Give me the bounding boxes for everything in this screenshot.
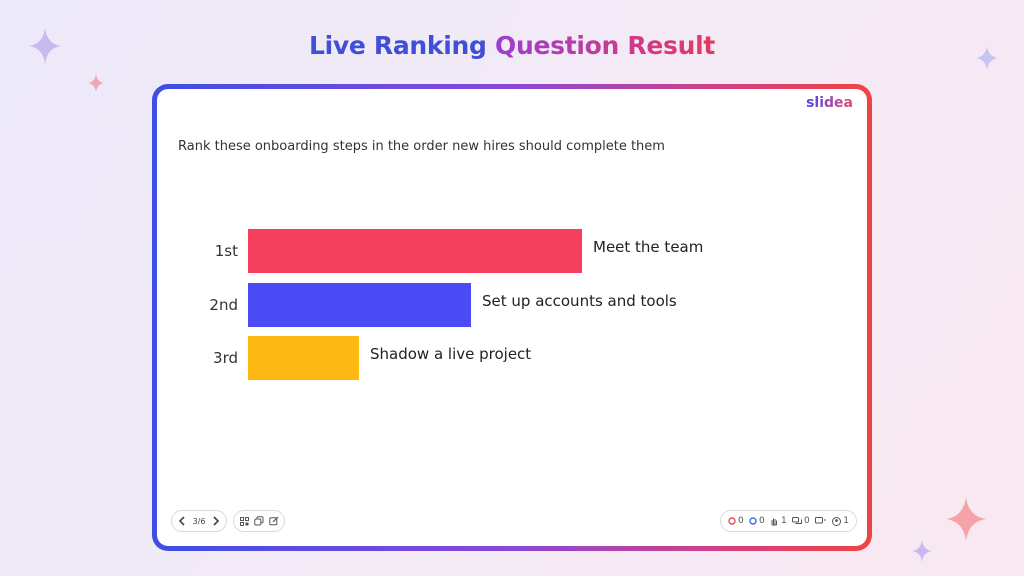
sparkle-icon xyxy=(976,46,998,70)
page-title: Live Ranking Question Result xyxy=(0,31,1024,60)
sparkle-icon xyxy=(946,497,986,541)
title-part-2: Question Result xyxy=(495,31,716,60)
rank-row: 3rd Shadow a live project xyxy=(157,336,857,380)
page-indicator: 3/6 xyxy=(192,516,206,526)
red-reaction-count: 0 xyxy=(738,516,744,526)
copy-link-button[interactable] xyxy=(254,516,264,526)
qr-code-icon xyxy=(240,516,249,526)
sparkle-icon xyxy=(88,74,104,92)
raised-hands-stat[interactable]: 1 xyxy=(770,516,787,526)
rank-bar xyxy=(248,229,582,273)
chat-stat[interactable]: 0 xyxy=(792,516,810,526)
rank-bar xyxy=(248,336,359,380)
red-reaction-stat[interactable]: 0 xyxy=(728,516,744,526)
chevron-left-icon xyxy=(178,516,185,526)
prev-slide-button[interactable] xyxy=(178,516,186,526)
raised-hand-icon xyxy=(771,518,777,525)
rank-label: 3rd xyxy=(213,349,238,367)
edit-icon xyxy=(269,516,279,526)
participants-icon xyxy=(832,516,842,526)
chat-icon xyxy=(792,516,802,524)
rank-item-label: Meet the team xyxy=(593,238,704,256)
participants-count: 1 xyxy=(843,516,849,526)
audience-stats-bar: 0 0 1 0 1 xyxy=(720,510,857,532)
chat-count: 0 xyxy=(804,516,810,526)
blue-reaction-stat[interactable]: 0 xyxy=(749,516,765,526)
rank-label: 2nd xyxy=(209,295,238,314)
tools-bar xyxy=(233,510,285,532)
rank-item-label: Shadow a live project xyxy=(370,345,532,363)
chevron-right-icon xyxy=(213,516,220,526)
rank-label: 1st xyxy=(214,242,238,260)
copy-icon xyxy=(254,516,264,526)
qr-code-button[interactable] xyxy=(240,516,249,526)
red-reaction-icon xyxy=(728,517,736,525)
question-text: Rank these onboarding steps in the order… xyxy=(178,139,665,154)
next-slide-button[interactable] xyxy=(212,516,220,526)
slide-frame: slidea Rank these onboarding steps in th… xyxy=(152,84,872,551)
participants-stat[interactable]: 1 xyxy=(832,516,849,526)
title-part-1: Live Ranking xyxy=(308,31,487,60)
sparkle-icon xyxy=(912,540,932,562)
flag-button[interactable] xyxy=(815,516,827,526)
edit-button[interactable] xyxy=(269,516,279,526)
flag-icon xyxy=(815,516,826,523)
sparkle-icon xyxy=(29,28,61,64)
rank-item-label: Set up accounts and tools xyxy=(482,291,677,310)
brand-logo: slidea xyxy=(806,95,853,111)
slide-navigator: 3/6 xyxy=(171,510,227,532)
rank-row: 1st Meet the team xyxy=(157,229,857,273)
rank-bar xyxy=(248,282,471,327)
raised-hands-count: 1 xyxy=(781,516,787,526)
rank-row: 2nd Set up accounts and tools xyxy=(157,282,857,327)
slide-canvas: slidea Rank these onboarding steps in th… xyxy=(157,89,867,546)
blue-reaction-icon xyxy=(749,517,757,525)
blue-reaction-count: 0 xyxy=(759,516,765,526)
